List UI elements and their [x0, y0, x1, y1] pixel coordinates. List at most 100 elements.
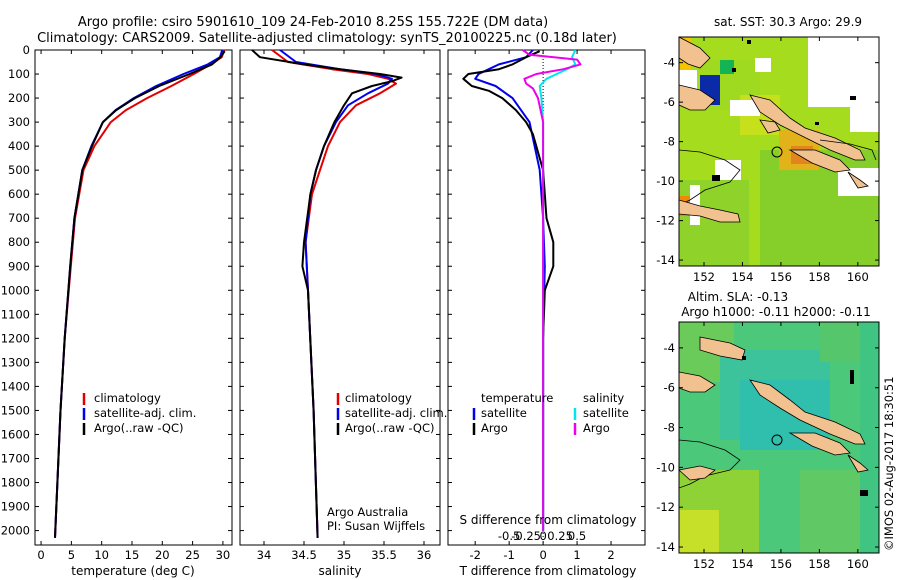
s-difference-tick-label: -0.5	[498, 529, 520, 543]
map-x-tick-label: 156	[770, 557, 792, 571]
legend-label-argo: Argo(..raw -QC)	[94, 421, 184, 435]
x-tick-label: 34	[257, 548, 272, 562]
difference-lines	[462, 49, 582, 531]
temperature-lines	[54, 49, 226, 538]
x-tick-label: 2	[607, 548, 614, 562]
map-y-tick-label: -4	[664, 341, 675, 355]
map-x-tick-label: 154	[731, 557, 753, 571]
map-y-tick-label: -4	[664, 56, 675, 70]
sla-map: Altim. SLA: -0.13 Argo h1000: -0.11 h200…	[656, 290, 880, 571]
x-tick-label: 36	[417, 548, 432, 562]
map-y-tick-label: -8	[664, 135, 675, 149]
argo-position-marker	[771, 146, 783, 158]
salinity-xlabel: salinity	[318, 564, 361, 578]
imos-credit: ©IMOS 02-Aug-2017 18:30:51	[882, 376, 896, 551]
argo-position-marker	[771, 434, 783, 446]
depth-tick-label: 700	[8, 211, 30, 225]
legend-label-climatology: climatology	[345, 391, 412, 405]
series-line-salinity-argo	[522, 49, 582, 531]
legend-label-satellite: satellite-adj. clim.	[345, 406, 447, 420]
map-y-tick-label: -14	[656, 253, 675, 267]
temperature-x-axis: 0 5 10 15 20 25 30	[37, 50, 230, 562]
annotation-argo-australia: Argo Australia	[327, 505, 408, 519]
map-y-tick-label: -6	[664, 381, 675, 395]
temperature-frame	[34, 49, 233, 546]
map-y-tick-label: -12	[656, 214, 675, 228]
x-tick-label: 1	[573, 548, 580, 562]
legend-title-salinity: salinity	[583, 391, 624, 405]
map-x-tick-label: 160	[847, 557, 869, 571]
x-tick-label: 5	[68, 548, 75, 562]
legend-title-temperature: temperature	[481, 391, 553, 405]
map-x-tick-label: 156	[770, 270, 792, 284]
temperature-panel: 0100200300400500600700800900100011001200…	[1, 43, 645, 578]
x-tick-label: 30	[216, 548, 231, 562]
series-line-satellite-adj-clim	[54, 49, 224, 538]
x-tick-label: -2	[469, 548, 480, 562]
depth-tick-label: 600	[8, 187, 30, 201]
depth-tick-label: 0	[23, 43, 30, 57]
map-x-tick-label: 152	[693, 270, 715, 284]
depth-tick-label: 1800	[1, 476, 30, 490]
map-y-tick-label: -6	[664, 95, 675, 109]
x-tick-label: 34.5	[291, 548, 317, 562]
sst-map-x-axis: 152 154 156 158 160	[693, 37, 869, 284]
depth-tick-label: 1100	[1, 307, 30, 321]
x-tick-label: 10	[94, 548, 109, 562]
depth-tick-label: 900	[8, 259, 30, 273]
legend-label-sal-satellite: satellite	[583, 406, 629, 420]
sst-map-field	[679, 37, 879, 266]
depth-tick-label: 1400	[1, 379, 30, 393]
sst-map: sat. SST: 30.3 Argo: 29.9	[656, 15, 880, 284]
x-tick-label: 35.5	[371, 548, 397, 562]
temperature-xlabel: temperature (deg C)	[71, 564, 194, 578]
salinity-frame	[239, 49, 441, 546]
depth-tick-label: 1000	[1, 283, 30, 297]
sst-map-y-axis: -4 -6 -8 -10 -12 -14	[656, 56, 879, 267]
sla-map-title-1: Altim. SLA: -0.13	[688, 290, 788, 304]
depth-axis: 0 100 200 300 400 500 600 700 800 900 1000 1100 1200…	[1, 43, 645, 538]
depth-tick-label: 1200	[1, 331, 30, 345]
s-difference-tick-label: -0.25	[511, 529, 541, 543]
map-x-tick-label: 160	[847, 270, 869, 284]
map-y-tick-label: -12	[656, 500, 675, 514]
difference-legend: temperature satellite Argo salinity sate…	[472, 391, 629, 435]
map-x-tick-label: 158	[808, 270, 830, 284]
legend-label-temp-satellite: satellite	[481, 406, 527, 420]
sst-map-frame	[678, 36, 880, 267]
s-difference-tick-label: 0.25	[547, 529, 573, 543]
sla-map-x-axis: 152 154 156 158 160	[693, 322, 869, 571]
s-difference-label: S difference from climatology	[460, 513, 637, 527]
map-x-tick-label: 154	[731, 270, 753, 284]
map-x-tick-label: 152	[693, 557, 715, 571]
depth-tick-label: 1500	[1, 403, 30, 417]
x-tick-label: -1	[503, 548, 514, 562]
sla-map-frame	[678, 321, 880, 554]
map-y-tick-label: -10	[656, 460, 675, 474]
s-difference-tick-label: 0.5	[568, 529, 586, 543]
salinity-legend: climatology satellite-adj. clim. Argo(..…	[336, 391, 447, 435]
sst-map-title: sat. SST: 30.3 Argo: 29.9	[714, 15, 862, 29]
x-tick-label: 15	[125, 548, 140, 562]
salinity-lines	[251, 49, 403, 538]
sla-map-y-axis: -4 -6 -8 -10 -12 -14	[656, 341, 879, 554]
map-y-tick-label: -8	[664, 421, 675, 435]
x-tick-label: 35	[337, 548, 352, 562]
series-line-temperature-satellite	[474, 49, 546, 531]
legend-label-temp-argo: Argo	[481, 421, 508, 435]
difference-panel: -2 -1 0 1 2-0.5-0.250 0.250.5 S difference fr…	[447, 49, 646, 578]
depth-tick-label: 1600	[1, 427, 30, 441]
depth-tick-label: 800	[8, 235, 30, 249]
difference-frame	[447, 49, 646, 546]
sla-map-title-2: Argo h1000: -0.11 h2000: -0.11	[681, 305, 871, 319]
series-line-argo-raw-qc	[251, 49, 403, 538]
series-line-climatology	[54, 49, 226, 538]
map-y-tick-label: -10	[656, 174, 675, 188]
salinity-x-axis: 34 34.5 35 35.5 36	[257, 50, 432, 562]
depth-tick-label: 100	[8, 67, 30, 81]
t-difference-label: T difference from climatology	[459, 564, 637, 578]
x-tick-label: 20	[155, 548, 170, 562]
salinity-panel: 34 34.5 35 35.5 36 salinity climatology sate…	[239, 49, 447, 578]
series-line-satellite-adj-clim	[279, 49, 393, 538]
